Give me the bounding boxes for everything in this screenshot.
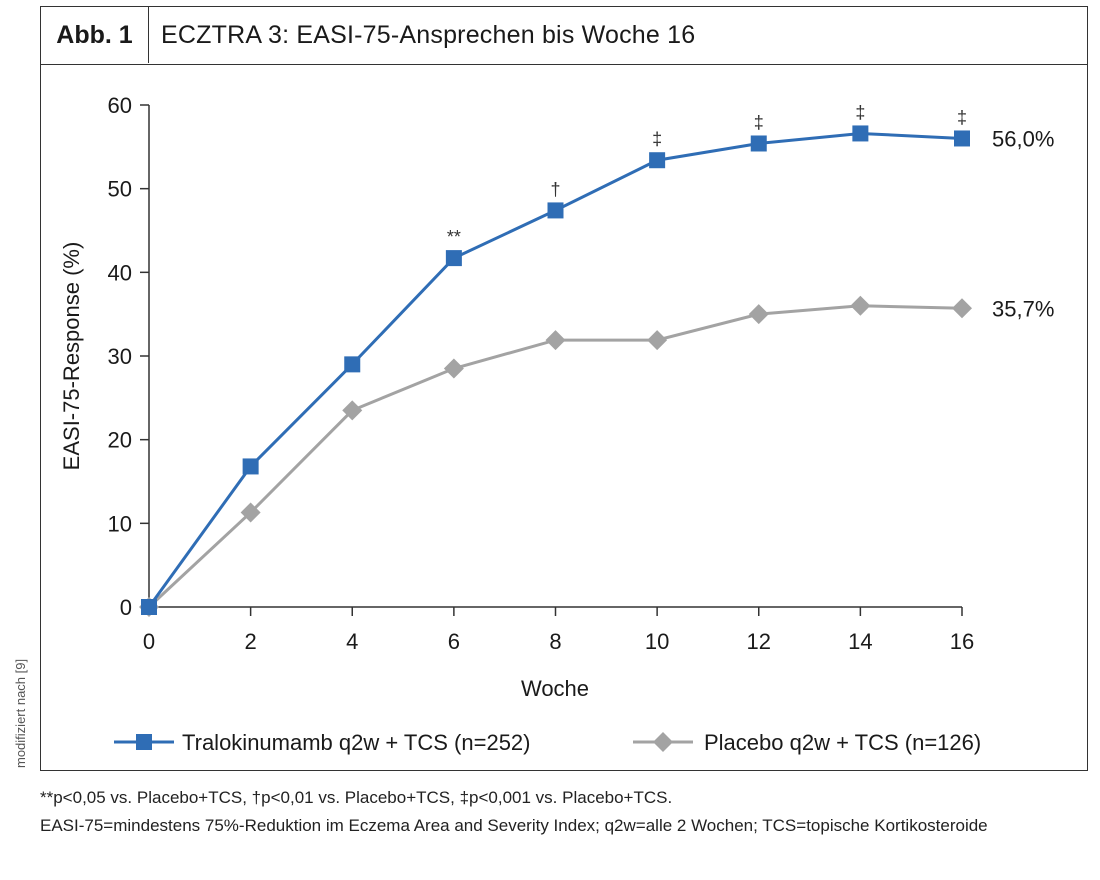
end-label-placebo: 35,7%	[992, 296, 1054, 321]
figure-frame: Abb. 1 ECZTRA 3: EASI-75-Ansprechen bis …	[40, 6, 1088, 771]
legend-label: Placebo q2w + TCS (n=126)	[704, 730, 981, 755]
data-point-placebo	[342, 400, 363, 421]
source-note: modifiziert nach [9]	[13, 658, 28, 768]
y-tick-label: 0	[120, 595, 132, 620]
y-axis-title: EASI-75-Response (%)	[59, 242, 84, 471]
end-label-tralokinumab: 56,0%	[992, 126, 1054, 151]
data-point-tralokinumab	[242, 458, 259, 475]
series-line-placebo	[147, 304, 963, 609]
data-point-placebo	[952, 298, 972, 319]
x-tick-label: 0	[143, 629, 155, 654]
y-tick-label: 30	[108, 344, 132, 369]
x-axis-title: Woche	[521, 676, 589, 701]
data-point-tralokinumab	[750, 135, 767, 152]
data-point-placebo	[240, 502, 261, 523]
significance-marker: ‡	[855, 102, 865, 122]
data-point-tralokinumab	[649, 152, 666, 169]
data-point-placebo	[647, 330, 668, 351]
data-point-tralokinumab	[954, 130, 970, 147]
data-point-tralokinumab	[141, 599, 157, 615]
legend-marker	[136, 734, 152, 750]
data-point-placebo	[443, 358, 464, 379]
significance-marker: ‡	[652, 129, 662, 149]
significance-marker: ‡	[754, 112, 764, 132]
data-point-placebo	[748, 304, 769, 325]
data-point-tralokinumab	[852, 125, 869, 142]
y-tick-label: 10	[108, 511, 132, 536]
footnote-significance: **p<0,05 vs. Placebo+TCS, †p<0,01 vs. Pl…	[40, 788, 673, 807]
y-tick-label: 20	[108, 428, 132, 453]
x-tick-label: 2	[245, 629, 257, 654]
x-tick-label: 6	[448, 629, 460, 654]
x-tick-label: 8	[549, 629, 561, 654]
x-tick-label: 14	[848, 629, 872, 654]
line-chart: 0 10 20 30 40 50 60 0 2 4 6 8 10 12 14 16 Woche EASI-75-R…	[59, 93, 1054, 755]
y-tick-label: 50	[108, 177, 132, 202]
footnote-definitions: EASI-75=mindestens 75%-Reduktion im Ecze…	[40, 816, 988, 835]
figure-label: Abb. 1	[41, 7, 149, 63]
x-tick-label: 4	[346, 629, 358, 654]
data-point-placebo	[545, 330, 566, 351]
y-tick-label: 40	[108, 260, 132, 285]
data-point-tralokinumab	[547, 202, 564, 219]
data-point-tralokinumab	[445, 250, 462, 267]
significance-marker: †	[550, 179, 560, 199]
x-tick-label: 12	[747, 629, 771, 654]
legend-label: Tralokinumamb q2w + TCS (n=252)	[182, 730, 531, 755]
significance-marker: **	[447, 227, 461, 247]
legend-marker	[653, 732, 673, 752]
significance-marker: ‡	[957, 107, 967, 127]
figure-title: ECZTRA 3: EASI-75-Ansprechen bis Woche 1…	[161, 21, 696, 49]
figure-header: Abb. 1 ECZTRA 3: EASI-75-Ansprechen bis …	[41, 7, 1087, 65]
data-point-tralokinumab	[344, 356, 361, 373]
x-tick-label: 16	[950, 629, 974, 654]
data-point-placebo	[850, 295, 871, 316]
x-tick-label: 10	[645, 629, 669, 654]
y-tick-label: 60	[108, 93, 132, 118]
